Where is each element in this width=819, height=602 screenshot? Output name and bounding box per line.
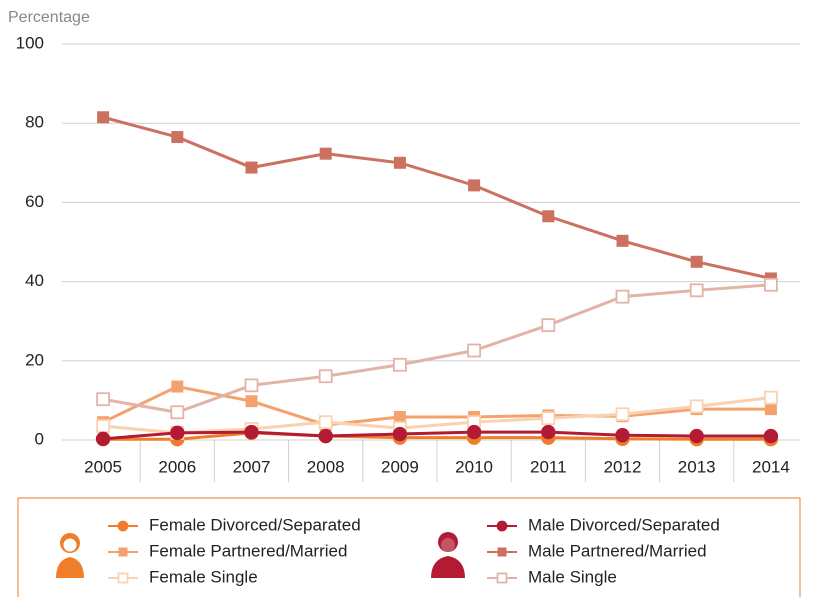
marker bbox=[541, 318, 556, 333]
marker bbox=[468, 179, 481, 192]
series-line bbox=[103, 431, 771, 441]
legend-box bbox=[17, 497, 801, 597]
marker bbox=[689, 399, 704, 414]
marker bbox=[496, 572, 508, 584]
marker bbox=[615, 428, 630, 443]
y-tick-label: 0 bbox=[35, 429, 44, 448]
legend-label: Male Divorced/Separated bbox=[528, 515, 720, 534]
legend-label: Male Partnered/Married bbox=[528, 541, 707, 560]
marker bbox=[689, 283, 704, 298]
x-tick-label: 2010 bbox=[455, 457, 493, 476]
marker bbox=[318, 415, 333, 430]
legend-label: Female Divorced/Separated bbox=[149, 515, 361, 534]
marker bbox=[466, 424, 482, 440]
marker bbox=[496, 520, 508, 532]
y-axis-title: Percentage bbox=[8, 9, 90, 26]
male-icon bbox=[431, 532, 465, 578]
marker bbox=[689, 428, 704, 444]
marker bbox=[117, 520, 129, 532]
marker bbox=[170, 425, 185, 441]
marker bbox=[95, 431, 111, 447]
legend-label: Male Single bbox=[528, 567, 617, 586]
marker bbox=[764, 390, 778, 405]
marker bbox=[171, 380, 184, 393]
x-tick-label: 2011 bbox=[530, 457, 567, 476]
marker bbox=[245, 395, 258, 408]
x-tick-label: 2009 bbox=[381, 457, 419, 476]
marker bbox=[393, 156, 406, 169]
x-tick-label: 2013 bbox=[678, 457, 716, 476]
x-tick-label: 2012 bbox=[604, 457, 642, 476]
y-tick-label: 40 bbox=[25, 271, 44, 290]
marker bbox=[319, 147, 332, 160]
marker bbox=[690, 255, 703, 268]
marker bbox=[97, 111, 110, 124]
marker bbox=[764, 277, 778, 292]
y-tick-label: 60 bbox=[25, 192, 44, 211]
series-line bbox=[102, 396, 772, 435]
marker bbox=[117, 572, 129, 584]
marker bbox=[764, 403, 777, 416]
y-tick-label: 80 bbox=[25, 113, 44, 132]
marker bbox=[118, 547, 128, 557]
y-tick-label: 20 bbox=[25, 350, 44, 369]
marker bbox=[96, 419, 110, 434]
series-line bbox=[102, 430, 771, 441]
marker bbox=[392, 357, 407, 372]
x-tick-label: 2008 bbox=[307, 457, 345, 476]
x-tick-label: 2007 bbox=[233, 457, 271, 476]
marker bbox=[541, 424, 556, 440]
marker bbox=[615, 289, 630, 304]
marker bbox=[616, 234, 629, 247]
marker bbox=[245, 161, 258, 174]
female-icon bbox=[56, 533, 84, 578]
x-tick-label: 2014 bbox=[752, 457, 790, 476]
marker bbox=[318, 428, 333, 444]
series-line bbox=[102, 384, 771, 427]
marker bbox=[763, 428, 779, 444]
x-tick-label: 2005 bbox=[84, 457, 122, 476]
x-tick-label: 2006 bbox=[158, 457, 196, 476]
marker bbox=[171, 131, 184, 144]
series-line bbox=[102, 283, 772, 414]
marker bbox=[541, 411, 556, 426]
marker bbox=[497, 547, 507, 557]
legend-label: Female Partnered/Married bbox=[149, 541, 347, 560]
marker bbox=[170, 405, 185, 420]
marker bbox=[318, 369, 333, 384]
marker bbox=[96, 392, 110, 407]
legend-label: Female Single bbox=[149, 567, 258, 586]
marker bbox=[244, 424, 259, 440]
marker bbox=[615, 407, 630, 422]
marker bbox=[393, 411, 406, 424]
marker bbox=[392, 426, 408, 442]
y-tick-label: 100 bbox=[16, 33, 44, 52]
series-line bbox=[102, 115, 772, 280]
marker bbox=[467, 343, 482, 358]
marker bbox=[244, 378, 259, 393]
marker bbox=[542, 210, 555, 223]
